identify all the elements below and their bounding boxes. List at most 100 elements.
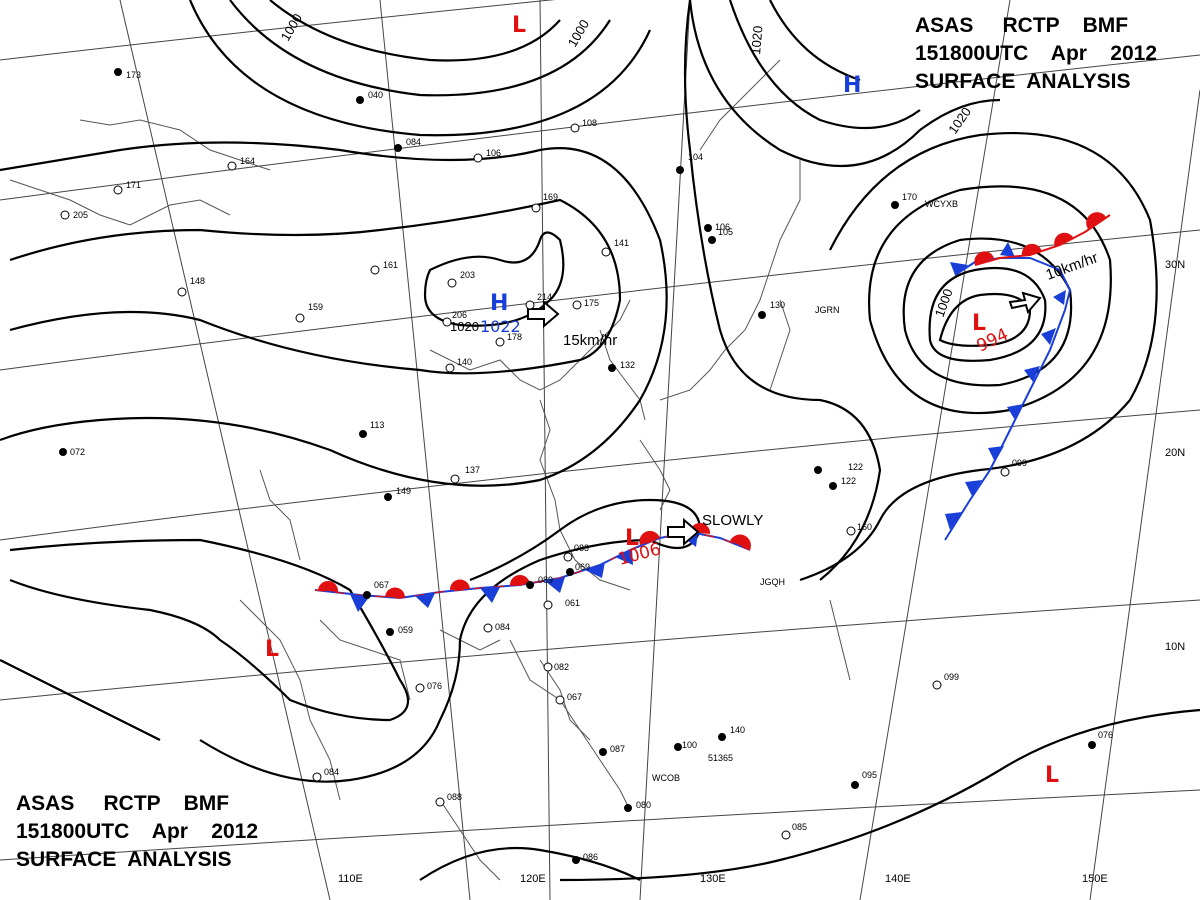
station-plot: 164 [227, 156, 255, 171]
station-plot: 084 [312, 767, 339, 782]
chart-title-bottom-left: ASAS RCTP BMF 151800UTC Apr 2012 SURFACE… [16, 790, 258, 874]
svg-text:067: 067 [374, 580, 389, 590]
svg-text:059: 059 [398, 625, 413, 635]
station-plot: 106 [704, 222, 730, 232]
station-plot: 072 [59, 447, 85, 457]
latitude-label: 20N [1165, 447, 1185, 459]
motion-arrows [527, 291, 1042, 547]
station-plot: 085 [781, 822, 807, 840]
station-plot: 159 [295, 302, 323, 323]
station-id: 51365 [708, 753, 733, 763]
longitude-label: 150E [1082, 873, 1108, 885]
station-id: JGRN [815, 305, 840, 315]
station-plots: 173 040 084 106 108 164 161 205 171 169 … [59, 68, 1113, 864]
svg-text:106: 106 [486, 148, 501, 158]
station-plot: 206 [442, 310, 467, 327]
svg-text:140: 140 [730, 725, 745, 735]
low-center-value: 1006 [616, 539, 663, 570]
high-center-value: 1022 [480, 317, 521, 336]
station-plot: 088 [435, 792, 462, 807]
cold-front-east [944, 242, 1072, 541]
latitude-grid [0, 0, 1200, 861]
station-plot: 105 [708, 227, 733, 244]
svg-text:084: 084 [324, 767, 339, 777]
station-plot: 104 [676, 152, 703, 174]
station-plot: 148 [177, 276, 205, 297]
svg-text:072: 072 [70, 447, 85, 457]
station-plot: 067 [363, 580, 389, 599]
station-plot: 203 [447, 270, 475, 288]
svg-text:105: 105 [718, 227, 733, 237]
svg-text:149: 149 [396, 486, 411, 496]
station-plot: 099 [932, 672, 959, 690]
station-plot: 160 [846, 522, 872, 536]
station-plot: 080 [624, 800, 651, 812]
station-plot: 169 [531, 192, 558, 213]
longitude-label: 110E [338, 873, 363, 885]
svg-text:099: 099 [944, 672, 959, 682]
arrow-icon [1008, 291, 1042, 315]
svg-text:159: 159 [308, 302, 323, 312]
isobar-label: 1000 [565, 17, 592, 50]
station-plot: 214 [525, 292, 552, 310]
station-id: WCOB [652, 773, 680, 783]
station-plot: 082 [543, 662, 569, 672]
svg-text:089: 089 [538, 575, 553, 585]
station-plot: 106 [473, 148, 501, 163]
title-line-1: ASAS RCTP BMF [16, 792, 230, 815]
station-plot: 076 [415, 681, 442, 693]
station-plot: 069 [566, 562, 590, 576]
station-plot: 140 [445, 357, 472, 373]
svg-text:086: 086 [583, 852, 598, 862]
station-plot: 061 [543, 598, 580, 610]
svg-text:095: 095 [862, 770, 877, 780]
svg-text:085: 085 [792, 822, 807, 832]
svg-text:113: 113 [370, 420, 384, 430]
svg-text:080: 080 [636, 800, 651, 810]
station-plot: 059 [386, 625, 413, 636]
svg-text:067: 067 [567, 692, 582, 702]
station-plot: 137 [450, 465, 480, 484]
svg-text:099: 099 [1012, 458, 1027, 468]
longitude-label: 130E [700, 873, 726, 885]
station-plot: 076 [1088, 730, 1113, 749]
svg-text:061: 061 [565, 598, 580, 608]
station-plot: 170 [891, 192, 917, 209]
station-plot: 141 [601, 238, 629, 257]
svg-text:140: 140 [457, 357, 472, 367]
station-plot: 122 [814, 462, 863, 474]
motion-label: 15km/hr [563, 332, 617, 349]
svg-text:100: 100 [682, 740, 697, 750]
station-plot: 122 [829, 476, 856, 490]
isobar-label: 1020 [450, 319, 479, 334]
svg-text:206: 206 [452, 310, 467, 320]
low-center: L [1045, 763, 1059, 788]
station-plot: 067 [555, 692, 582, 705]
svg-text:069: 069 [575, 562, 590, 572]
station-plot: 132 [608, 360, 635, 372]
longitude-label: 140E [885, 873, 911, 885]
title-line-3: SURFACE ANALYSIS [915, 70, 1131, 93]
station-id: JGQH [760, 577, 785, 587]
svg-text:173: 173 [126, 70, 141, 80]
svg-text:164: 164 [240, 156, 255, 166]
station-plot: 161 [370, 260, 398, 275]
isobar-label: 1020 [748, 25, 765, 55]
longitude-label: 120E [520, 873, 546, 885]
arrow-icon [527, 299, 560, 329]
svg-text:170: 170 [902, 192, 917, 202]
chart-title-top-right: ASAS RCTP BMF 151800UTC Apr 2012 SURFACE… [915, 12, 1157, 96]
station-plot: 086 [572, 852, 598, 864]
svg-text:040: 040 [368, 90, 383, 100]
station-plot: 083 [563, 543, 589, 562]
low-center: L [512, 13, 526, 38]
svg-text:203: 203 [460, 270, 475, 280]
station-plot: 100 [674, 740, 697, 751]
warm-front-east [974, 212, 1111, 266]
low-center: L [972, 311, 986, 336]
svg-text:161: 161 [383, 260, 398, 270]
svg-text:214: 214 [537, 292, 552, 302]
svg-text:171: 171 [126, 180, 141, 190]
svg-text:084: 084 [495, 622, 510, 632]
